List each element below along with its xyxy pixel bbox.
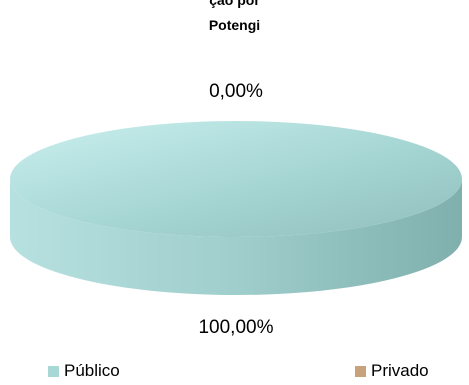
legend-swatch-privado [355,365,366,377]
legend-item-publico: Público [48,361,120,381]
chart-subtitle: Potengi [208,17,261,33]
legend-label-publico: Público [64,361,120,380]
chart-title: ção por [209,0,260,8]
data-label-privado: 0,00% [209,81,263,102]
legend-item-privado: Privado [355,361,429,381]
legend-label-privado: Privado [371,361,429,380]
data-label-publico: 100,00% [198,317,273,338]
pie-slice-publico [10,121,462,237]
legend-swatch-publico [48,365,59,377]
